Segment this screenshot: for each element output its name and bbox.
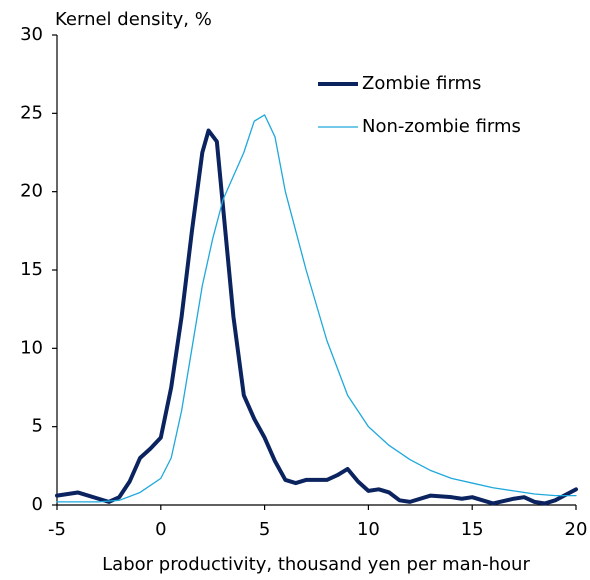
x-tick-label: 5 — [259, 519, 270, 540]
y-tick-label: 30 — [20, 24, 43, 45]
legend-label: Zombie firms — [362, 73, 481, 94]
y-tick-label: 25 — [20, 102, 43, 123]
y-tick-label: 15 — [20, 259, 43, 280]
x-tick-label: 10 — [357, 519, 380, 540]
series-line — [55, 128, 578, 506]
legend-label: Non-zombie firms — [362, 116, 521, 137]
y-tick-label: 5 — [32, 416, 43, 437]
series-line — [56, 114, 577, 503]
x-tick-label: 15 — [461, 519, 484, 540]
x-tick-label: 0 — [155, 519, 166, 540]
y-tick-label: 20 — [20, 181, 43, 202]
y-tick-label: 0 — [32, 494, 43, 515]
x-tick-label: 20 — [565, 519, 588, 540]
x-axis-label: Labor productivity, thousand yen per man… — [102, 554, 530, 575]
y-tick-label: 10 — [20, 337, 43, 358]
y-axis-label: Kernel density, % — [55, 9, 212, 30]
x-tick-label: -5 — [48, 519, 66, 540]
